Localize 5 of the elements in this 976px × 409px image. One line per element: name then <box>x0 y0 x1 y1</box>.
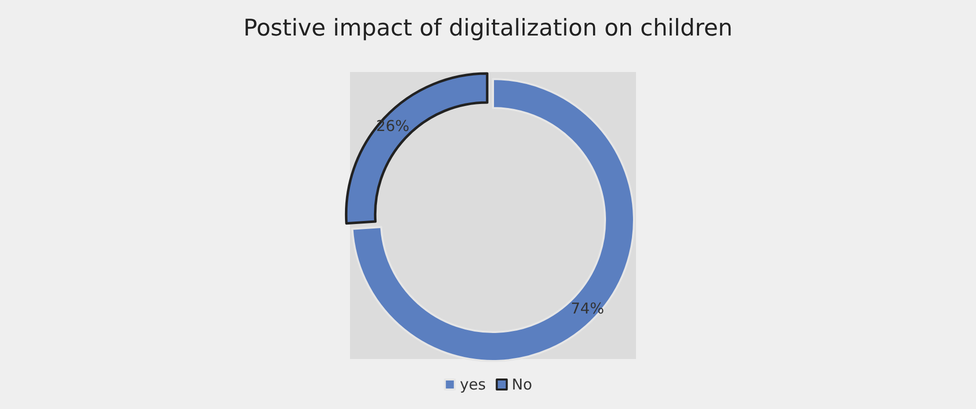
chart-title: Postive impact of digitalization on children <box>243 16 733 42</box>
legend-label: No <box>512 376 532 394</box>
legend-label: yes <box>460 376 486 394</box>
data-label: 74% <box>570 300 604 318</box>
data-label: 26% <box>376 116 410 135</box>
